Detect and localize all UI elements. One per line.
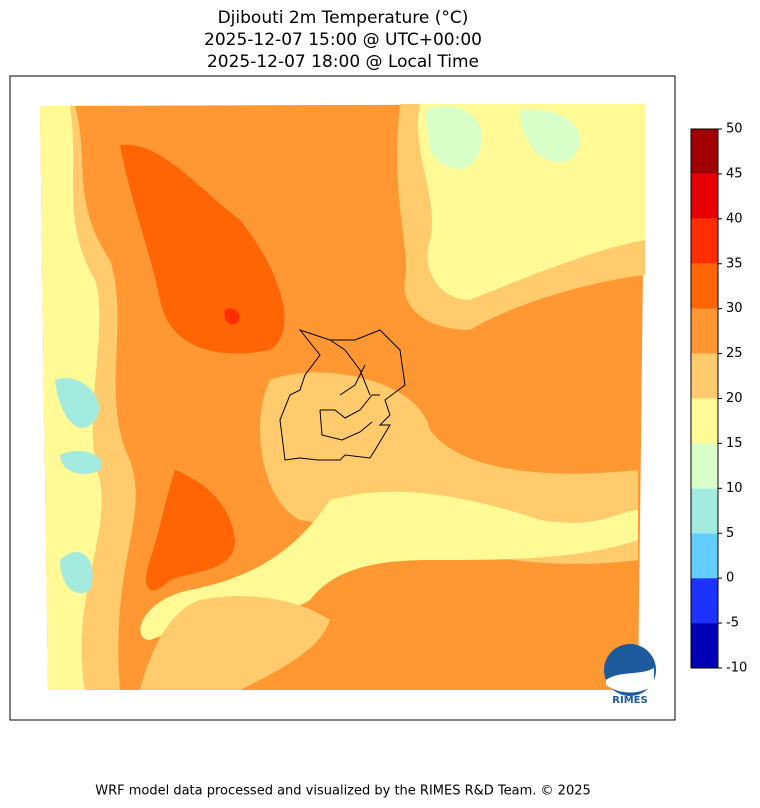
colorbar-tick-label: 10 xyxy=(726,481,743,496)
colorbar-segment xyxy=(691,263,718,309)
colorbar-segment xyxy=(691,398,718,444)
colorbar-tick-label: 0 xyxy=(726,571,734,586)
colorbar-segment xyxy=(691,533,718,579)
colorbar-tick-label: -5 xyxy=(726,616,739,631)
colorbar-tick-label: 50 xyxy=(726,122,743,137)
title-line: Djibouti 2m Temperature (°C) xyxy=(218,8,469,28)
colorbar-tick-label: 35 xyxy=(726,256,743,271)
colorbar-tick-label: 5 xyxy=(726,526,734,541)
colorbar-segment xyxy=(691,218,718,264)
colorbar-tick-label: 45 xyxy=(726,166,743,181)
colorbar-tick-label: 25 xyxy=(726,346,743,361)
map-frame xyxy=(9,75,676,721)
colorbar-tick-label: 30 xyxy=(726,301,743,316)
colorbar-tick-label: 15 xyxy=(726,436,743,451)
colorbar: -10 -5 0 5 10 15 20 25 30 35 40 45 50 xyxy=(690,122,747,676)
colorbar-segment xyxy=(691,173,718,219)
title-line: 2025-12-07 18:00 @ Local Time xyxy=(207,52,479,72)
colorbar-tick-label: 40 xyxy=(726,211,743,226)
colorbar-segment xyxy=(691,488,718,534)
colorbar-tick-label: 20 xyxy=(726,391,743,406)
colorbar-segment xyxy=(691,353,718,399)
footer: WRF model data processed and visualized … xyxy=(95,784,591,799)
colorbar-segment xyxy=(691,578,718,624)
logo-text: RIMES xyxy=(612,695,647,706)
colorbar-segment xyxy=(691,129,718,174)
colorbar-tick-label: -10 xyxy=(726,661,747,676)
title-line: 2025-12-07 15:00 @ UTC+00:00 xyxy=(204,30,482,50)
colorbar-segment xyxy=(691,623,718,668)
map: RIMES xyxy=(40,104,656,706)
colorbar-segment xyxy=(691,308,718,354)
colorbar-segment xyxy=(691,443,718,489)
